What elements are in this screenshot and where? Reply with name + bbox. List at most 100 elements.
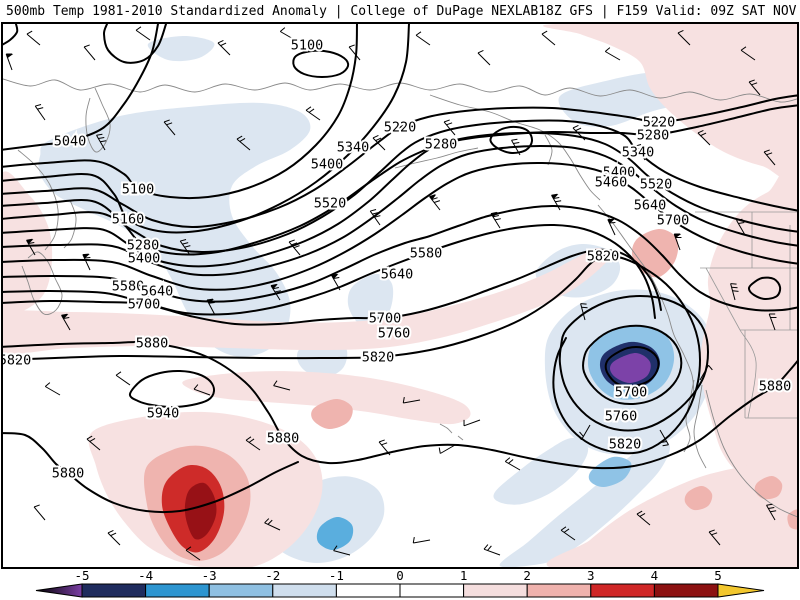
contour-label: 5280 [127, 238, 160, 254]
wind-barb [429, 194, 441, 211]
height-contour-5340 [2, 119, 798, 254]
wind-barb [768, 313, 777, 331]
colorbar-segment [526, 583, 592, 598]
colorbar-tick-label: 4 [651, 568, 659, 583]
anomaly-colorbar: -5 -4 -3 -2 -1 0 1 2 3 4 5 [35, 568, 765, 598]
contour-label: 5220 [643, 115, 676, 131]
wind-barb [245, 436, 261, 451]
wind-barb [26, 30, 41, 46]
height-contour-5400 [2, 131, 798, 268]
wind-barb [415, 31, 431, 46]
wind-barb [730, 283, 739, 301]
height-contour-5040 [102, 23, 167, 64]
wind-barb [83, 44, 96, 61]
contour-label: 5640 [634, 198, 667, 214]
wind-barb [179, 239, 191, 256]
contour-label: 5580 [112, 279, 145, 295]
height-contour-5880 [2, 432, 299, 514]
height-contour-5520 [2, 161, 798, 291]
wind-barb [5, 53, 14, 71]
contour-label: 5640 [141, 284, 174, 300]
wind-barb [577, 424, 591, 441]
wind-barb [206, 298, 216, 316]
wind-barb [607, 218, 616, 236]
coastline [693, 384, 707, 469]
wind-barb [483, 544, 501, 556]
wind-barb [740, 46, 756, 61]
colorbar-left-arrow [35, 583, 83, 598]
chart-title: 500mb Temp 1981-2010 Standardized Anomal… [6, 3, 539, 19]
colorbar-segment [145, 583, 210, 598]
wind-barb [96, 133, 107, 151]
wind-barb [402, 396, 421, 404]
contour-label: 5520 [314, 196, 347, 212]
wind-barb [378, 439, 391, 456]
contour-label: 5820 [0, 353, 31, 369]
colorbar-tick-label: -1 [329, 568, 344, 583]
anomaly-region-salmon [311, 398, 353, 430]
wind-barb [477, 49, 491, 66]
wind-barb [634, 144, 646, 161]
height-contours [2, 23, 798, 514]
model-run-valid-time: 18Z GFS | F159 Valid: 09Z SAT NOV 22 202… [538, 3, 800, 19]
colorbar-segment [335, 583, 401, 598]
wind-barb [279, 27, 296, 41]
wind-barb [511, 138, 521, 156]
colorbar-tick-label: -5 [74, 568, 89, 583]
wind-barb [699, 364, 713, 381]
anomaly-region-salmon [684, 485, 713, 511]
wind-barb [44, 382, 61, 396]
wind-barb [270, 283, 281, 301]
contour-label: 5220 [384, 120, 417, 136]
contour-label: 5880 [136, 336, 169, 352]
wind-barb [141, 283, 152, 301]
wind-barb [541, 30, 556, 46]
contour-label: 5340 [622, 145, 655, 161]
coastline [683, 379, 695, 453]
contour-label: 5100 [291, 38, 324, 54]
contour-label: 5460 [595, 175, 628, 191]
contour-label: 5820 [362, 350, 395, 366]
anomaly-shading [2, 23, 798, 568]
colorbar-segment [590, 583, 655, 598]
wind-barb [766, 503, 777, 521]
contour-label: 5820 [609, 437, 642, 453]
colorbar-segment [653, 583, 719, 598]
colorbar-segment [399, 583, 465, 598]
wind-barb [26, 238, 36, 256]
anomaly-region-salmon [754, 475, 783, 500]
wind-barb [348, 44, 361, 61]
wind-barb [490, 211, 501, 229]
wind-barb [264, 518, 281, 531]
wind-barb [34, 104, 46, 121]
wind-barb [107, 529, 121, 546]
anomaly-region-dark_red [184, 482, 217, 540]
contour-label: 5760 [378, 326, 411, 342]
contour-label: 5160 [112, 212, 145, 228]
colorbar-tick-label: 2 [523, 568, 531, 583]
wind-barb [572, 124, 586, 141]
contour-label: 5400 [128, 251, 161, 267]
coastline [439, 423, 453, 434]
wind-barb [659, 429, 669, 447]
anomaly-region-mid_blue [588, 456, 632, 488]
contour-label: 5400 [603, 165, 636, 181]
colorbar-segment [272, 583, 337, 598]
wind-barb [463, 419, 481, 427]
wind-barb [673, 233, 682, 251]
wind-barb [193, 384, 211, 396]
colorbar-segment [463, 583, 528, 598]
contour-label: 5760 [605, 409, 638, 425]
wind-barb [163, 119, 176, 136]
anomaly-region-light_blue [347, 273, 394, 331]
height-contour-5100 [292, 49, 350, 79]
contour-label: 5280 [637, 128, 670, 144]
anomaly-region-light_blue [38, 102, 311, 357]
contour-label: 5880 [759, 379, 792, 395]
height-contour-5040 [2, 23, 159, 151]
height-contour-aux [2, 23, 19, 47]
wind-barb [288, 239, 301, 256]
contour-label: 5880 [267, 431, 300, 447]
anomaly-region-purple [609, 352, 651, 384]
contour-label: 5700 [615, 385, 648, 401]
